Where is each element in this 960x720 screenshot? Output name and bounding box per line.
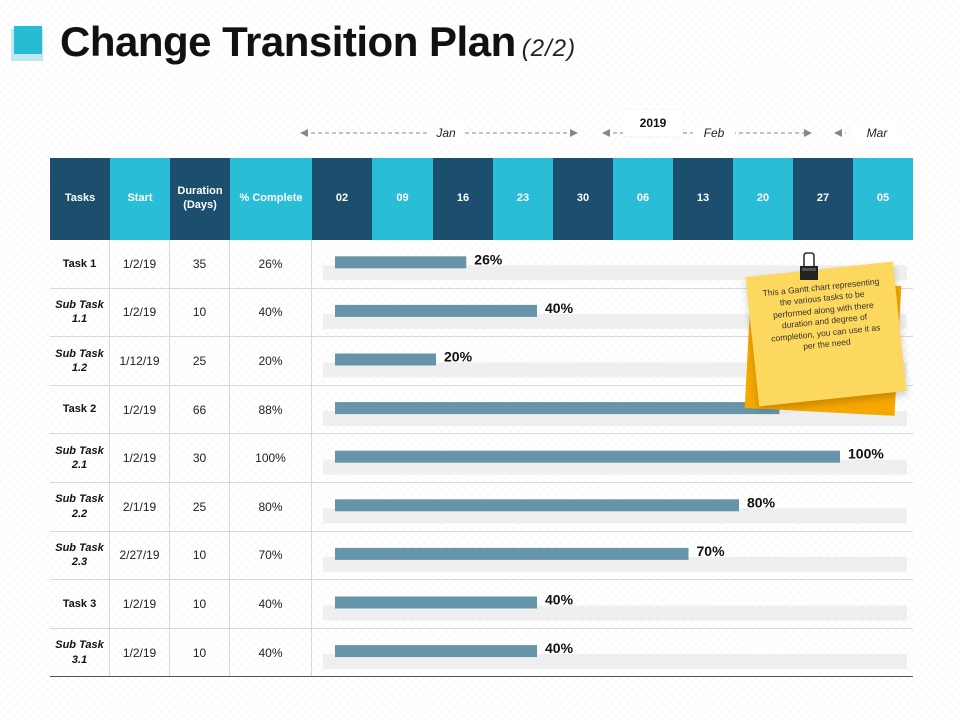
task-complete: 40% — [230, 288, 312, 337]
feb-arrow-left — [602, 129, 610, 137]
gantt-bar — [335, 256, 467, 269]
task-duration: 66 — [170, 385, 230, 434]
task-start: 1/2/19 — [110, 628, 170, 677]
page-title-text: Change Transition Plan — [60, 18, 516, 65]
table-row: Sub Task 2.2 2/1/19 25 80% — [50, 482, 913, 532]
task-complete: 40% — [230, 580, 312, 628]
page-title-suffix: (2/2) — [521, 35, 577, 62]
table-row: Sub Task 2.3 2/27/19 10 70% — [50, 531, 913, 581]
task-name: Task 2 — [50, 385, 110, 434]
gantt-bar — [335, 547, 689, 560]
task-name: Sub Task 3.1 — [50, 628, 110, 677]
table-header: Tasks Start Duration (Days) % Complete 0… — [50, 158, 913, 240]
task-duration: 10 — [170, 288, 230, 337]
gantt-bar-label: 80% — [747, 494, 776, 510]
task-start: 1/12/19 — [110, 337, 170, 385]
header-duration: Duration (Days) — [170, 158, 230, 240]
task-start: 1/2/19 — [110, 288, 170, 337]
gantt-bar-label: 20% — [444, 349, 473, 365]
month-label-feb: Feb — [693, 122, 735, 144]
task-duration: 10 — [170, 628, 230, 677]
year-label: 2019 — [623, 110, 683, 136]
header-week: 30 — [553, 158, 613, 240]
task-start: 2/1/19 — [110, 482, 170, 531]
table-row: Sub Task 1.2 1/12/19 25 20% — [50, 337, 913, 386]
task-duration: 25 — [170, 482, 230, 531]
gantt-track — [323, 459, 907, 475]
gantt-bar-label: 70% — [697, 543, 726, 559]
task-start: 1/2/19 — [110, 580, 170, 628]
header-week: 13 — [673, 158, 733, 240]
page-title: Change Transition Plan (2/2) — [60, 18, 576, 66]
gantt-track — [323, 411, 907, 427]
gantt-track — [323, 605, 907, 621]
gantt-bar-label: 100% — [848, 446, 884, 462]
header-week: 20 — [733, 158, 793, 240]
header-week: 09 — [372, 158, 433, 240]
mar-arrow-left — [834, 129, 842, 137]
gantt-bar — [335, 450, 840, 463]
gantt-track — [323, 654, 907, 670]
gantt-bar — [335, 353, 436, 366]
gantt-track — [323, 508, 907, 524]
month-label-jan: Jan — [428, 122, 464, 144]
task-start: 1/2/19 — [110, 385, 170, 434]
gantt-bar — [335, 596, 537, 609]
task-duration: 30 — [170, 434, 230, 482]
task-start: 1/2/19 — [110, 240, 170, 288]
month-label-mar: Mar — [852, 122, 902, 144]
task-name: Task 1 — [50, 240, 110, 288]
task-name: Sub Task 2.2 — [50, 482, 110, 531]
header-week: 02 — [312, 158, 372, 240]
task-complete: 88% — [230, 385, 312, 434]
binder-clip-icon — [800, 252, 818, 280]
header-week: 05 — [853, 158, 913, 240]
task-name: Task 3 — [50, 580, 110, 628]
gantt-bar — [335, 304, 537, 317]
gantt-track — [323, 556, 907, 572]
title-accent-square — [14, 26, 42, 54]
jan-arrow-left — [300, 129, 308, 137]
header-complete: % Complete — [230, 158, 312, 240]
task-complete: 100% — [230, 434, 312, 482]
task-start: 2/27/19 — [110, 531, 170, 580]
table-row: Sub Task 1.1 1/2/19 10 40% — [50, 288, 913, 338]
gantt-bar-label: 26% — [474, 251, 503, 267]
header-tasks: Tasks — [50, 158, 110, 240]
task-start: 1/2/19 — [110, 434, 170, 482]
sticky-note-text: This a Gantt chart representing the vari… — [762, 276, 881, 352]
task-complete: 40% — [230, 628, 312, 677]
task-name: Sub Task 1.1 — [50, 288, 110, 337]
task-duration: 35 — [170, 240, 230, 288]
task-name: Sub Task 2.3 — [50, 531, 110, 580]
gantt-bar — [335, 402, 780, 415]
task-duration: 25 — [170, 337, 230, 385]
table-row: Task 3 1/2/19 10 40% — [50, 580, 913, 629]
gantt-bar-label: 40% — [545, 300, 574, 316]
header-week: 16 — [433, 158, 493, 240]
gantt-bar — [335, 645, 537, 658]
task-duration: 10 — [170, 531, 230, 580]
gantt-bar-label: 40% — [545, 592, 574, 608]
header-start: Start — [110, 158, 170, 240]
gantt-bar-label: 40% — [545, 640, 574, 656]
header-week: 23 — [493, 158, 553, 240]
header-week: 27 — [793, 158, 853, 240]
task-complete: 70% — [230, 531, 312, 580]
task-complete: 80% — [230, 482, 312, 531]
table-body: Task 1 1/2/19 35 26% Sub Task 1.1 1/2/19… — [50, 240, 913, 678]
table-row: Sub Task 2.1 1/2/19 30 100% — [50, 434, 913, 483]
task-complete: 20% — [230, 337, 312, 385]
task-name: Sub Task 2.1 — [50, 434, 110, 482]
jan-arrow-right — [570, 129, 578, 137]
header-week: 06 — [613, 158, 673, 240]
task-complete: 26% — [230, 240, 312, 288]
table-row: Task 2 1/2/19 66 88% — [50, 385, 913, 435]
table-row: Task 1 1/2/19 35 26% — [50, 240, 913, 289]
task-duration: 10 — [170, 580, 230, 628]
feb-arrow-right — [804, 129, 812, 137]
table-row: Sub Task 3.1 1/2/19 10 40% — [50, 628, 913, 678]
gantt-bar — [335, 499, 739, 512]
task-name: Sub Task 1.2 — [50, 337, 110, 385]
